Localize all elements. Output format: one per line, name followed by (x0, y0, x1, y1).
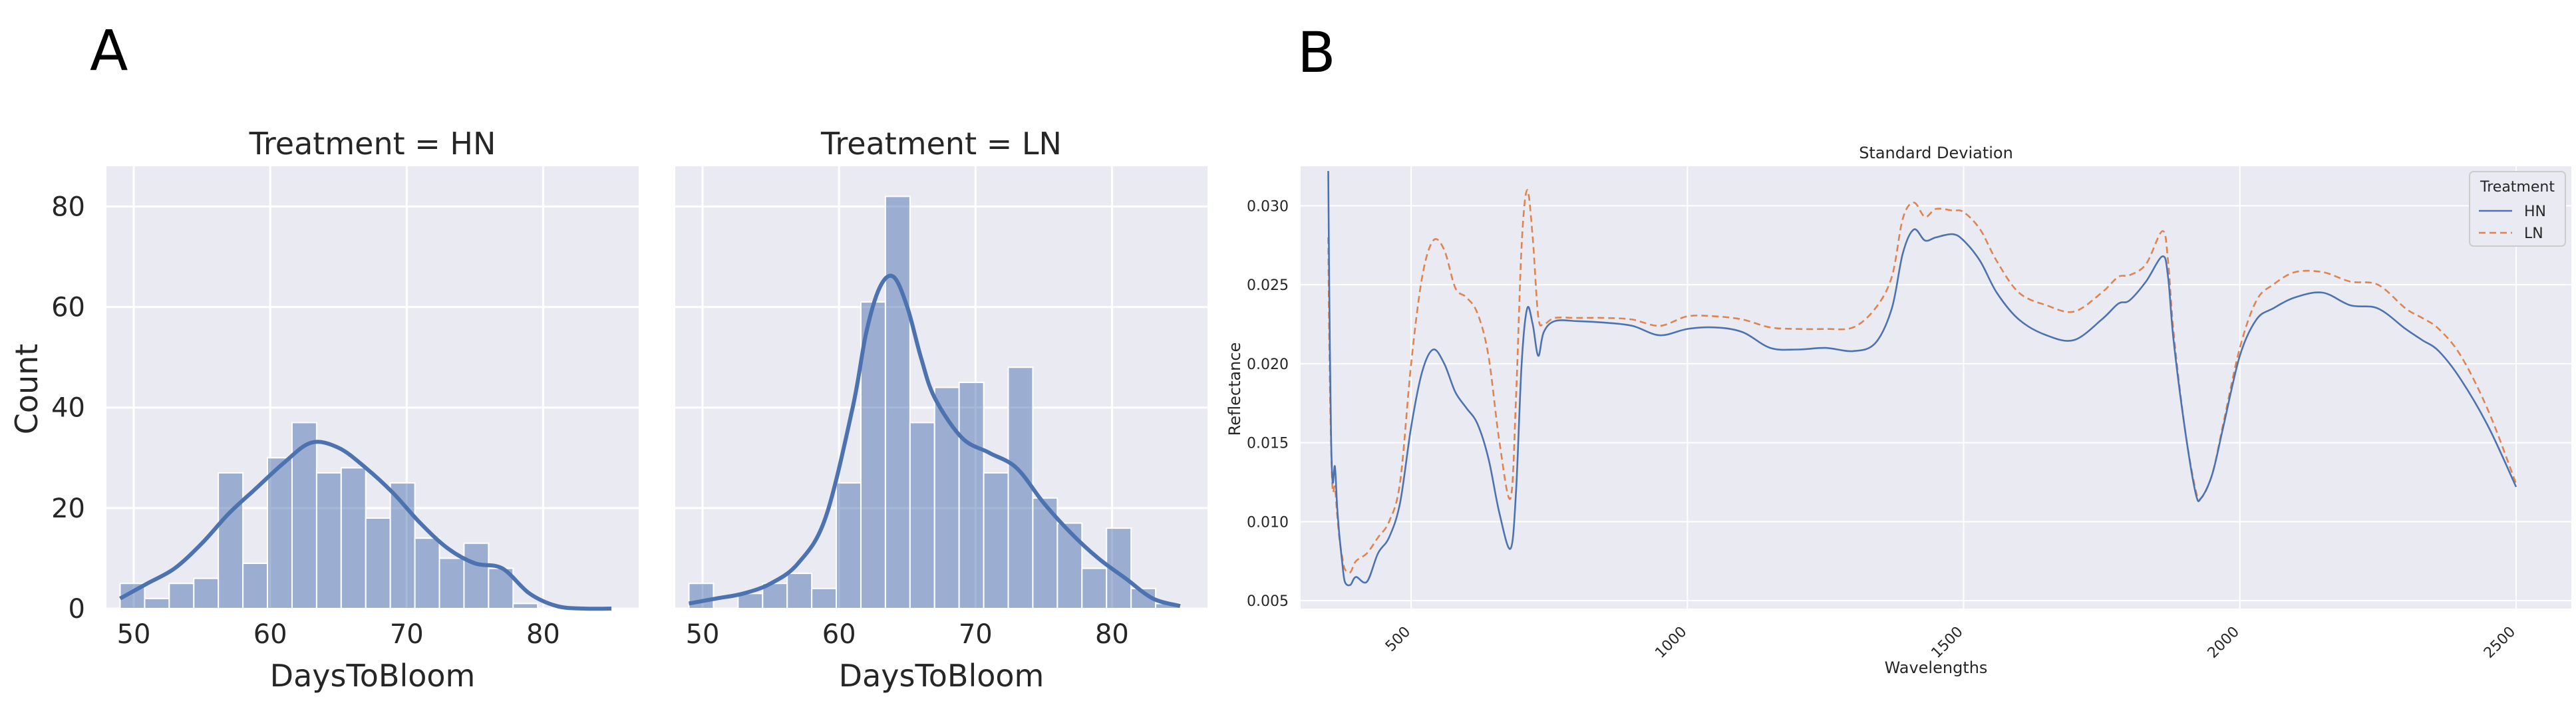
histogram-bar (144, 597, 170, 609)
spectral-line-chart: 500 1000 1500 2000 2500 0.005 0.010 0.015 0.020… (1225, 144, 2571, 677)
legend-label-ln: LN (2524, 225, 2543, 242)
x-tick-label: 1500 (1928, 624, 1966, 662)
grid-lines (1301, 166, 2571, 609)
x-tick-label: 70 (959, 619, 993, 650)
x-tick-labels: 50 60 70 80 (117, 619, 560, 650)
histogram-bar (193, 577, 220, 610)
y-tick-labels: 0 20 40 60 80 (51, 192, 85, 625)
legend: Treatment HN LN (2469, 171, 2566, 247)
y-tick-label: 0.025 (1247, 277, 1289, 294)
histogram-bar (512, 603, 539, 609)
histogram-bar (786, 573, 813, 610)
histogram-bar (836, 482, 862, 609)
facet-title-hn: Treatment = HN (249, 126, 496, 162)
x-tick-labels: 50 60 70 80 (686, 619, 1129, 650)
x-tick-label: 1000 (1652, 624, 1690, 662)
y-tick-label: 60 (51, 293, 85, 323)
histogram-bar (340, 467, 367, 610)
x-tick-label: 2500 (2481, 624, 2519, 662)
panel-a-label: A (90, 18, 128, 83)
panel-b-label: B (1297, 20, 1336, 85)
x-tick-label: 60 (822, 619, 856, 650)
histogram-bar (365, 517, 391, 610)
histogram-bar (168, 583, 195, 609)
y-tick-label: 0.020 (1247, 356, 1289, 373)
histogram-bar (983, 472, 1009, 609)
x-tick-label: 2000 (2205, 624, 2243, 662)
plot-background (1301, 166, 2571, 609)
x-axis-label: DaysToBloom (839, 658, 1045, 694)
legend-box (2469, 171, 2566, 247)
y-tick-label: 0.010 (1247, 514, 1289, 531)
facet-title-ln: Treatment = LN (820, 126, 1062, 162)
chart-title: Standard Deviation (1859, 144, 2013, 162)
legend-title: Treatment (2480, 179, 2555, 196)
y-tick-label: 0 (69, 594, 85, 625)
x-tick-label: 50 (117, 619, 151, 650)
x-tick-label: 80 (1095, 619, 1129, 650)
kde-curve (119, 440, 612, 611)
x-tick-label: 50 (686, 619, 720, 650)
histogram-ln: 50 60 70 80 Treatment = LN DaysToBloom (675, 126, 1208, 694)
y-axis-label: Reflectance (1225, 343, 1244, 436)
histogram-bar (242, 562, 269, 610)
y-tick-label: 0.015 (1247, 436, 1289, 452)
histogram-bar (1056, 522, 1083, 610)
kde-curve (688, 273, 1181, 609)
histogram-bar (1007, 366, 1034, 609)
histogram-bar (218, 472, 244, 609)
y-tick-label: 0.005 (1247, 593, 1289, 610)
x-axis-label: Wavelengths (1885, 658, 1988, 677)
legend-label-hn: HN (2524, 204, 2546, 220)
grid-lines (106, 166, 639, 610)
x-tick-label: 500 (1382, 624, 1414, 655)
y-tick-label: 0.030 (1247, 198, 1289, 215)
histogram-hn: 50 60 70 80 0 20 40 60 80 Treatment = HN DaysTo… (9, 126, 639, 694)
histogram-bar (909, 422, 935, 609)
x-tick-label: 70 (390, 619, 424, 650)
histogram-bar (463, 542, 490, 609)
histogram-bar (1081, 567, 1108, 610)
series-line-ln (1327, 189, 2517, 574)
histogram-bar (933, 386, 960, 609)
y-axis-label: Count (9, 344, 45, 435)
histogram-bar (438, 557, 465, 610)
x-tick-labels: 500 1000 1500 2000 2500 (1382, 624, 2519, 662)
histogram-bar (811, 587, 838, 609)
series-line-hn (1327, 171, 2517, 587)
x-tick-label: 60 (253, 619, 287, 650)
x-tick-label: 80 (526, 619, 560, 650)
y-tick-label: 40 (51, 393, 85, 424)
histogram-bar (315, 472, 342, 609)
x-axis-label: DaysToBloom (270, 658, 476, 694)
y-tick-label: 80 (51, 192, 85, 222)
y-tick-label: 20 (51, 494, 85, 524)
histogram-bar (267, 457, 293, 610)
histogram-bar (414, 537, 440, 609)
y-tick-labels: 0.005 0.010 0.015 0.020 0.025 0.030 (1247, 198, 1289, 610)
histogram-bar (884, 196, 911, 610)
histogram-bar (958, 381, 985, 609)
